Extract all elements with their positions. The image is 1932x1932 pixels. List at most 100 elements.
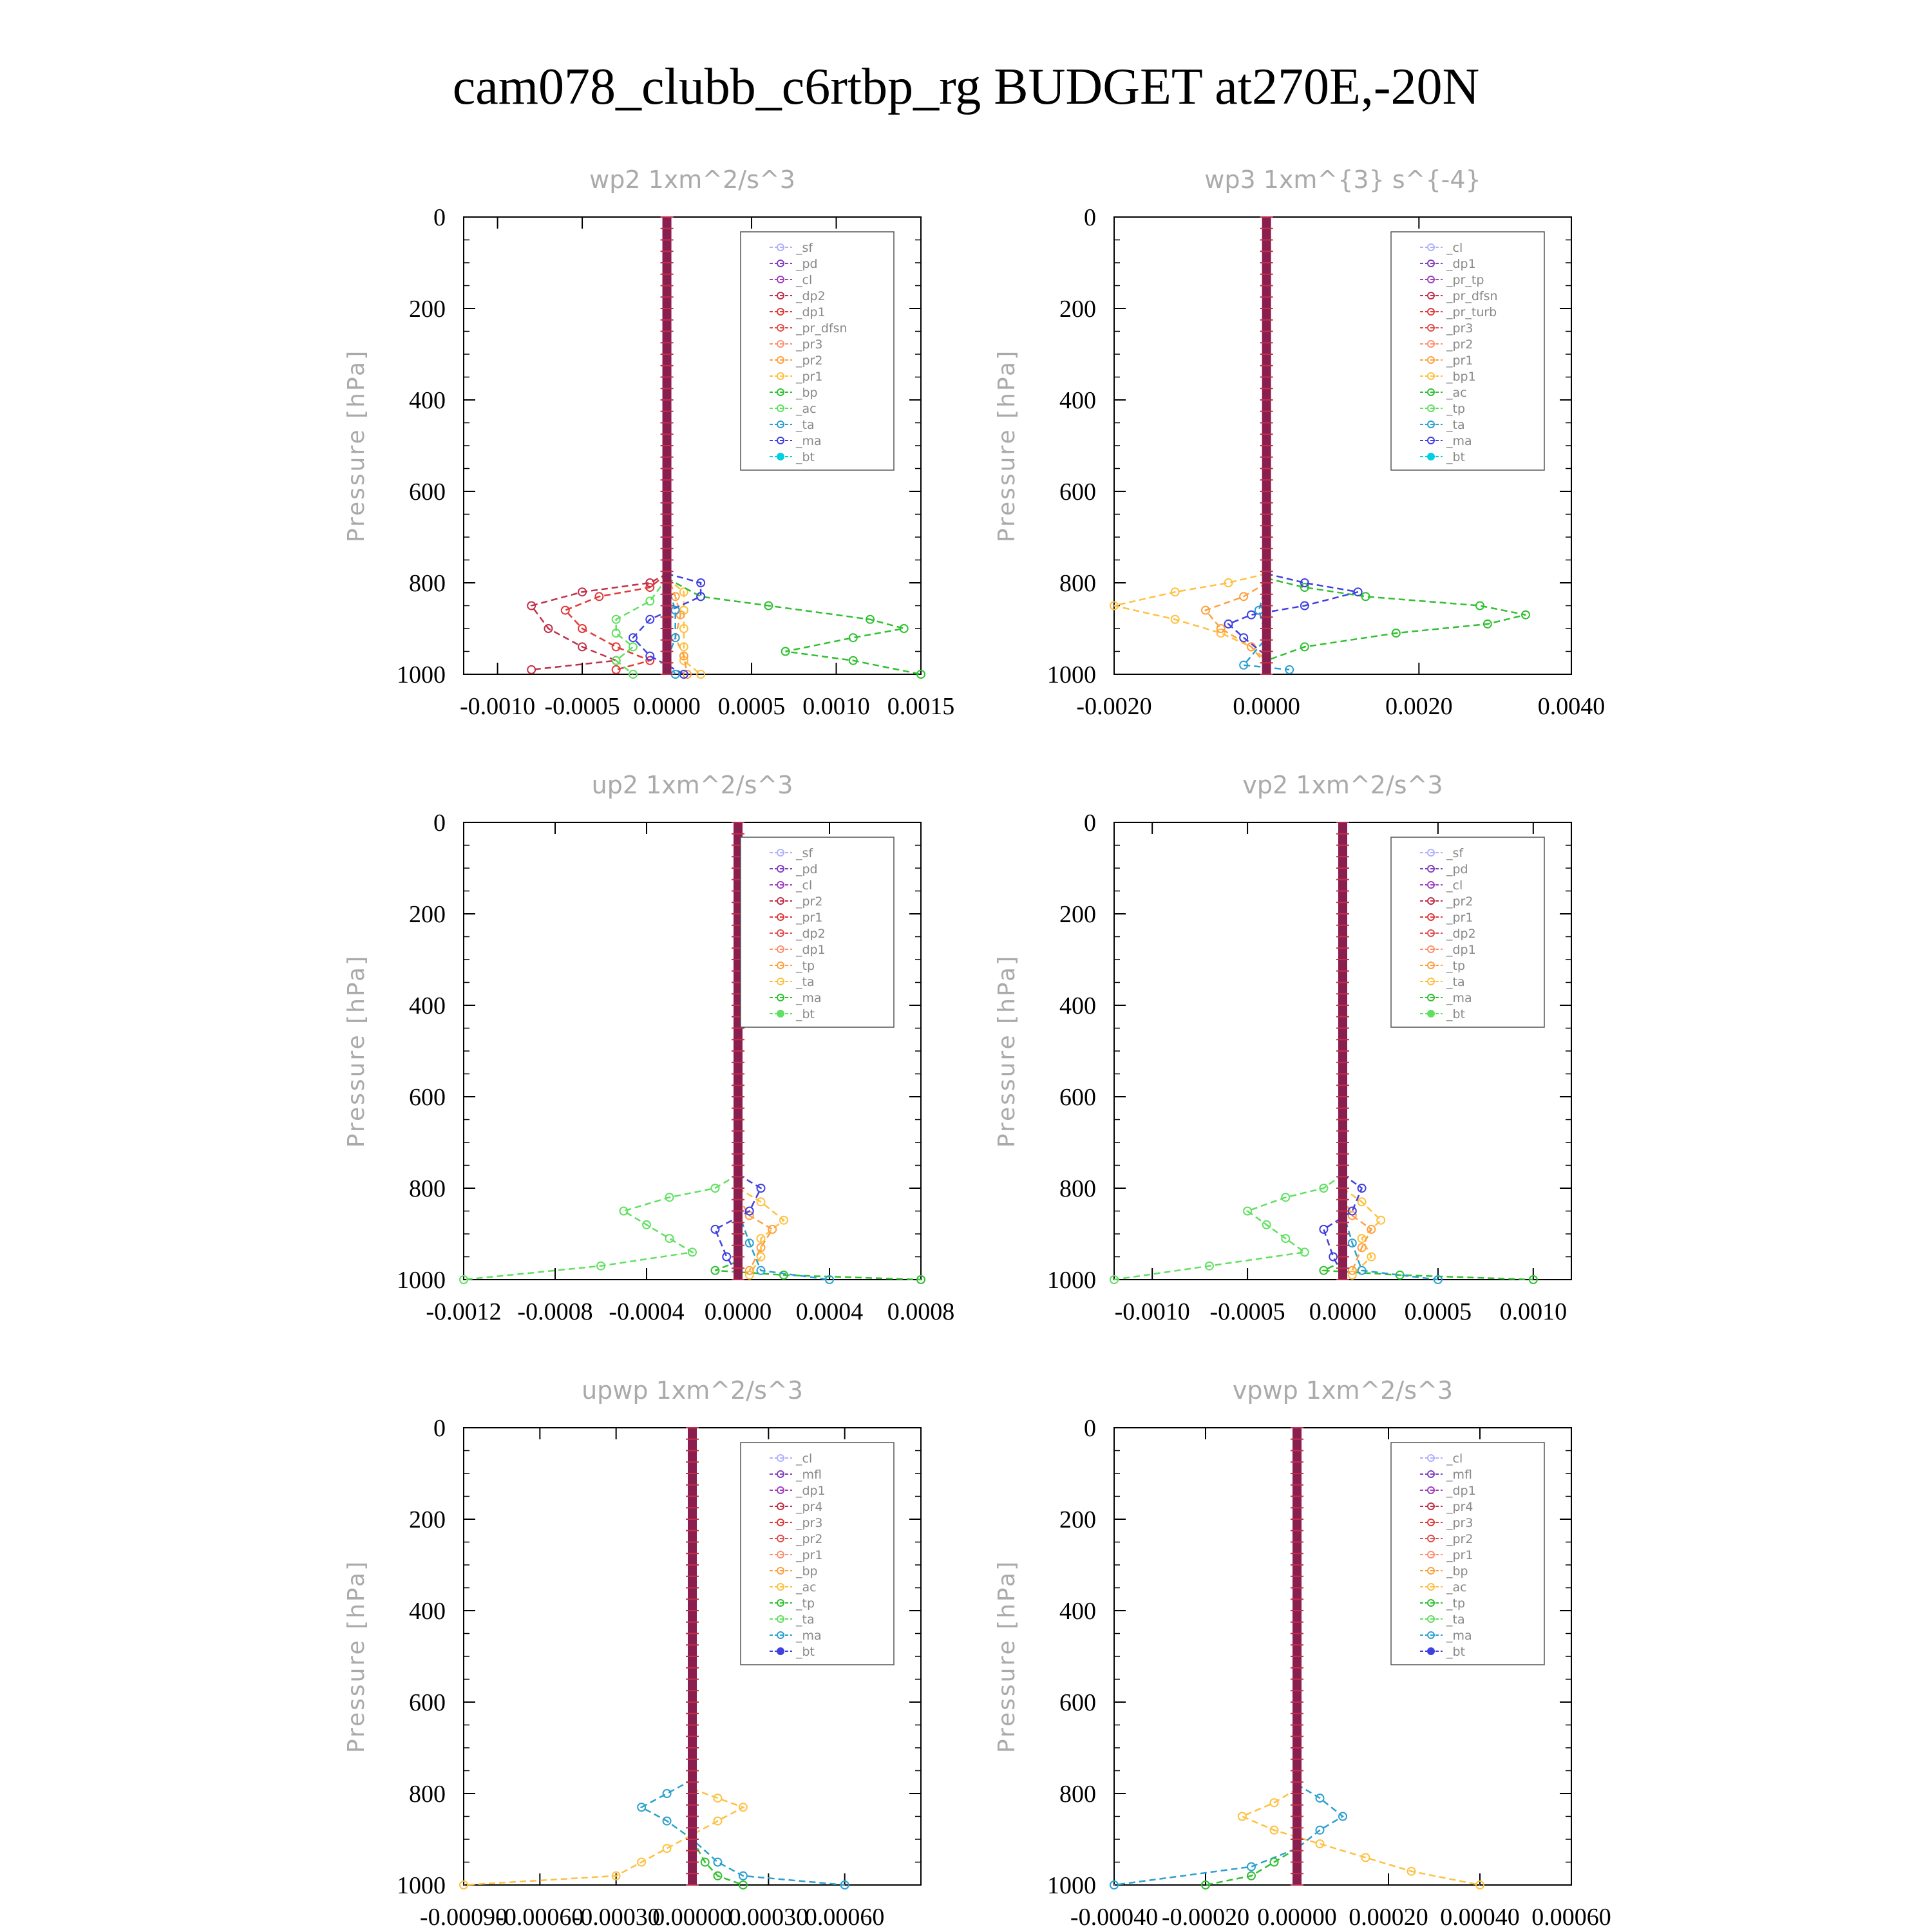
legend-entry: _pr_dfsn xyxy=(795,321,848,336)
data-point xyxy=(1315,1839,1325,1849)
legend-marker xyxy=(1427,372,1435,380)
y-axis-label: Pressure [hPa] xyxy=(343,954,370,1148)
legend-marker xyxy=(1427,849,1435,857)
y-tick-label: 1000 xyxy=(397,1267,446,1294)
x-tick-label: 0.0000 xyxy=(633,693,701,720)
legend-entry: _tp xyxy=(1446,959,1465,973)
legend-entry: _cl xyxy=(1446,878,1463,893)
legend-entry: _sf xyxy=(1446,846,1464,860)
data-point xyxy=(710,1224,720,1234)
data-point xyxy=(1367,1252,1376,1262)
y-tick-label: 200 xyxy=(409,1506,446,1533)
legend-marker xyxy=(777,453,784,460)
legend-entry: _bt xyxy=(795,450,815,464)
data-point xyxy=(683,670,692,679)
x-tick-label: 0.0010 xyxy=(802,693,870,720)
y-tick-label: 1000 xyxy=(397,1872,446,1899)
x-tick-label: 0.0010 xyxy=(1500,1298,1567,1325)
data-point xyxy=(1319,1265,1329,1275)
panel-title: vp2 1xm^2/s^3 xyxy=(1242,771,1443,799)
legend-marker xyxy=(1427,453,1435,460)
legend-marker xyxy=(1427,1535,1435,1542)
legend-entry: _pr2 xyxy=(1446,1532,1473,1546)
legend-entry: _ma xyxy=(1446,991,1472,1005)
data-point xyxy=(1315,1794,1325,1803)
legend-entry: _ta xyxy=(795,418,815,432)
data-point xyxy=(1300,583,1309,592)
y-tick-label: 800 xyxy=(409,1781,446,1808)
series-line-dp1 xyxy=(463,1173,739,1281)
y-tick-label: 400 xyxy=(409,1598,446,1625)
x-tick-label: 0.0000 xyxy=(1309,1298,1377,1325)
legend-marker xyxy=(1427,1583,1435,1591)
legend-marker xyxy=(777,1599,784,1607)
series-line-ta xyxy=(632,573,702,676)
x-tick-label: -0.0008 xyxy=(517,1298,592,1325)
x-tick-label: -0.00090 xyxy=(420,1904,507,1931)
data-point xyxy=(1239,592,1249,601)
series-line-bp xyxy=(667,577,922,676)
legend-marker xyxy=(1427,388,1435,396)
chart-panel-6: vpwp 1xm^2/s^3 Pressure [hPa] 0 200 400 600 80… xyxy=(994,1376,1611,1931)
data-point xyxy=(710,1265,720,1275)
data-point xyxy=(560,605,570,615)
legend-marker xyxy=(777,1470,784,1478)
x-tick-label: 0.0040 xyxy=(1538,693,1605,720)
legend-entry: _pr_tp xyxy=(1446,273,1484,287)
data-point xyxy=(676,610,685,620)
panel-title: upwp 1xm^2/s^3 xyxy=(582,1376,803,1405)
legend-entry: _dp2 xyxy=(795,927,826,941)
y-tick-label: 0 xyxy=(433,810,446,837)
legend-marker xyxy=(1427,1502,1435,1510)
data-point xyxy=(1338,1812,1347,1821)
y-tick-label: 600 xyxy=(1059,478,1096,506)
legend-entry: _pr2 xyxy=(795,354,822,368)
data-point xyxy=(544,624,553,633)
legend-marker xyxy=(1427,421,1435,428)
data-point xyxy=(527,601,536,611)
legend-entry: _bp1 xyxy=(1446,370,1476,384)
legend-marker xyxy=(777,404,784,412)
data-point xyxy=(781,647,790,656)
legend-marker xyxy=(1427,1631,1435,1639)
x-tick-label: 0.0000 xyxy=(1233,693,1300,720)
data-point xyxy=(713,1857,723,1867)
data-point xyxy=(1475,601,1484,611)
legend-marker xyxy=(777,865,784,873)
data-point xyxy=(679,587,688,597)
data-point xyxy=(722,1252,732,1262)
x-tick-label: 0.00020 xyxy=(1349,1904,1428,1931)
legend-entry: _ma xyxy=(1446,1629,1472,1643)
legend-marker xyxy=(777,276,784,283)
legend-entry: _bt xyxy=(795,1007,815,1021)
data-point xyxy=(1347,1270,1357,1280)
x-tick-label: 0.0008 xyxy=(887,1298,955,1325)
y-tick-label: 800 xyxy=(1059,1781,1096,1808)
data-point xyxy=(779,1215,788,1225)
x-tick-label: 0.0020 xyxy=(1385,693,1453,720)
legend-entry: _pd xyxy=(795,862,818,876)
data-point xyxy=(756,1265,766,1275)
legend-entry: _ac xyxy=(1446,1580,1467,1595)
x-tick-label: -0.0010 xyxy=(1115,1298,1190,1325)
legend-marker xyxy=(1427,324,1435,332)
data-point xyxy=(738,1803,748,1812)
data-point xyxy=(611,665,621,674)
legend-box xyxy=(1390,1442,1545,1665)
y-axis-label: Pressure [hPa] xyxy=(343,349,370,542)
legend-entry: _cl xyxy=(795,273,812,287)
data-point xyxy=(637,1803,647,1812)
legend-marker xyxy=(777,388,784,396)
y-tick-label: 200 xyxy=(1059,296,1096,323)
chart-panel-4: vp2 1xm^2/s^3 Pressure [hPa] 0 200 400 600 800… xyxy=(994,771,1572,1325)
legend-entry: _dp2 xyxy=(1446,927,1476,941)
data-point xyxy=(642,1220,651,1229)
data-point xyxy=(578,624,587,633)
y-tick-label: 0 xyxy=(1084,204,1096,231)
legend-entry: _pr_turb xyxy=(1446,305,1497,319)
y-tick-label: 400 xyxy=(1059,992,1096,1019)
data-point xyxy=(848,656,858,665)
legend-marker xyxy=(777,1502,784,1510)
y-tick-label: 400 xyxy=(409,387,446,414)
legend-marker xyxy=(1427,1615,1435,1623)
